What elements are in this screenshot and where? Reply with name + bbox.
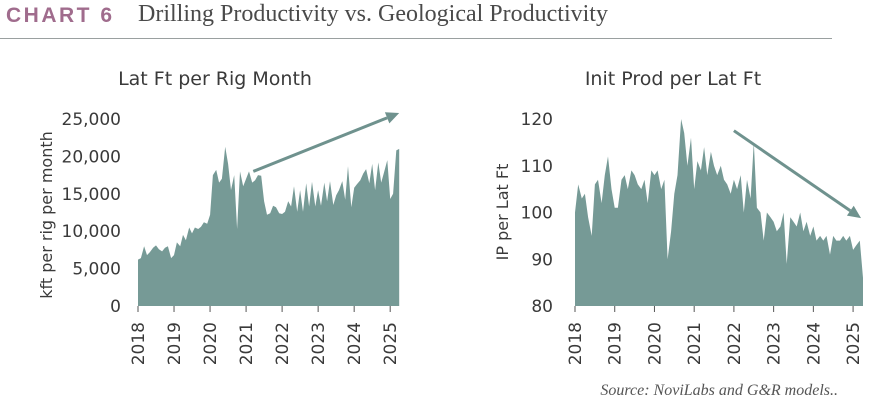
source-note: Source: NoviLabs and G&R models.. bbox=[600, 382, 838, 399]
x-tick-label: 2024 bbox=[345, 322, 365, 365]
header-divider bbox=[0, 38, 832, 39]
x-tick-label: 2022 bbox=[273, 322, 293, 365]
area-series bbox=[138, 146, 400, 306]
x-tick-label: 2019 bbox=[606, 322, 626, 365]
x-tick-label: 2019 bbox=[165, 322, 185, 365]
chart-title: Lat Ft per Rig Month bbox=[118, 68, 312, 90]
x-tick-label: 2025 bbox=[844, 322, 864, 365]
y-tick-label: 80 bbox=[531, 297, 553, 317]
y-tick-label: 0 bbox=[110, 297, 121, 317]
y-tick-label: 10,000 bbox=[62, 222, 121, 242]
x-tick-label: 2021 bbox=[237, 322, 257, 365]
x-tick-label: 2023 bbox=[309, 322, 329, 365]
x-tick-label: 2021 bbox=[685, 322, 705, 365]
x-tick-label: 2024 bbox=[804, 322, 824, 365]
x-tick-label: 2018 bbox=[129, 322, 149, 365]
area-series bbox=[575, 119, 863, 306]
trend-arrow bbox=[252, 112, 400, 173]
y-tick-label: 5,000 bbox=[72, 260, 121, 280]
y-tick-label: 15,000 bbox=[62, 185, 121, 205]
trend-arrow-head bbox=[384, 112, 400, 124]
x-tick-label: 2020 bbox=[645, 322, 665, 365]
chart-number: CHART 6 bbox=[6, 4, 115, 27]
trend-arrow bbox=[733, 129, 862, 219]
y-tick-label: 25,000 bbox=[62, 110, 121, 130]
y-axis-label: kft per rig per month bbox=[37, 131, 56, 299]
y-tick-label: 20,000 bbox=[62, 147, 121, 167]
x-tick-label: 2025 bbox=[381, 322, 401, 365]
trend-arrow-shaft bbox=[733, 129, 852, 212]
y-tick-label: 120 bbox=[521, 110, 553, 130]
y-tick-label: 110 bbox=[521, 157, 553, 177]
trend-arrow-shaft bbox=[252, 116, 388, 173]
x-tick-label: 2018 bbox=[566, 322, 586, 365]
trend-arrow-head bbox=[846, 205, 862, 219]
chart-title: Init Prod per Lat Ft bbox=[585, 68, 761, 90]
x-tick-label: 2020 bbox=[201, 322, 221, 365]
y-tick-label: 90 bbox=[531, 250, 553, 270]
lat-ft-chart: Lat Ft per Rig Month kft per rig per mon… bbox=[37, 68, 401, 365]
x-tick-label: 2023 bbox=[765, 322, 785, 365]
chart-heading: Drilling Productivity vs. Geological Pro… bbox=[138, 1, 608, 27]
y-tick-label: 100 bbox=[521, 204, 553, 224]
y-axis-label: IP per Lat Ft bbox=[493, 164, 512, 261]
x-tick-label: 2022 bbox=[725, 322, 745, 365]
init-prod-chart: Init Prod per Lat Ft IP per Lat Ft 80 90 1… bbox=[493, 68, 864, 365]
